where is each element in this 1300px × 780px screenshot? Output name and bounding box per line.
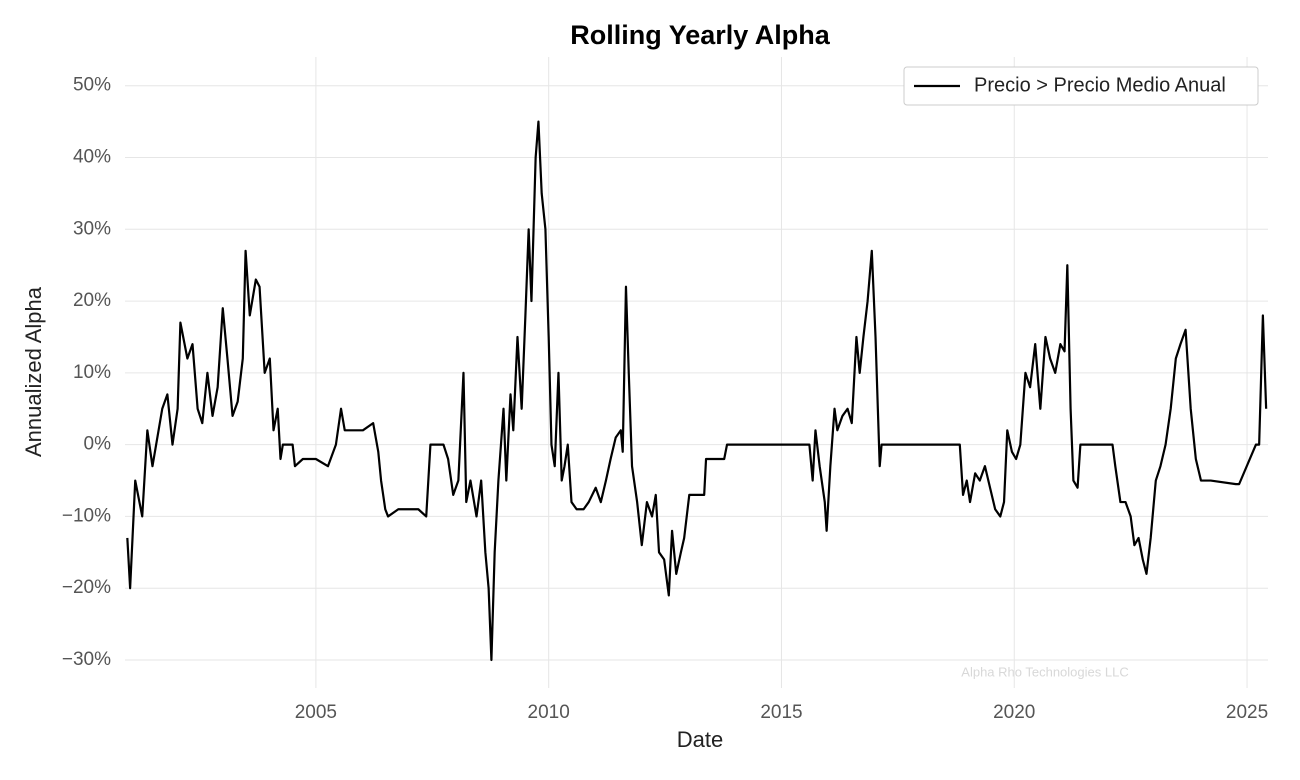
y-tick-label: 20% — [73, 290, 111, 311]
y-tick-label: 50% — [73, 75, 111, 96]
y-tick-label: −20% — [62, 577, 111, 598]
x-tick-label: 2020 — [993, 702, 1035, 723]
watermark: Alpha Rho Technologies LLC — [961, 664, 1128, 679]
y-tick-label: 30% — [73, 218, 111, 239]
x-axis-label: Date — [677, 727, 723, 752]
chart-title: Rolling Yearly Alpha — [570, 20, 831, 50]
y-tick-label: 40% — [73, 147, 111, 168]
y-axis-label: Annualized Alpha — [21, 286, 46, 457]
plot — [126, 120, 1268, 662]
x-tick-label: 2025 — [1226, 702, 1268, 723]
y-tick-label: 0% — [84, 434, 112, 455]
grid — [125, 57, 1268, 688]
x-tick-label: 2005 — [295, 702, 337, 723]
x-tick-label: 2015 — [760, 702, 802, 723]
x-tick-label: 2010 — [528, 702, 570, 723]
legend-label: Precio > Precio Medio Anual — [974, 74, 1226, 96]
y-tick-label: 10% — [73, 362, 111, 383]
y-tick-label: −10% — [62, 505, 111, 526]
legend: Precio > Precio Medio Anual — [903, 66, 1259, 106]
legend-box — [903, 66, 1259, 106]
y-tick-label: −30% — [62, 649, 111, 670]
data-line — [126, 120, 1268, 662]
